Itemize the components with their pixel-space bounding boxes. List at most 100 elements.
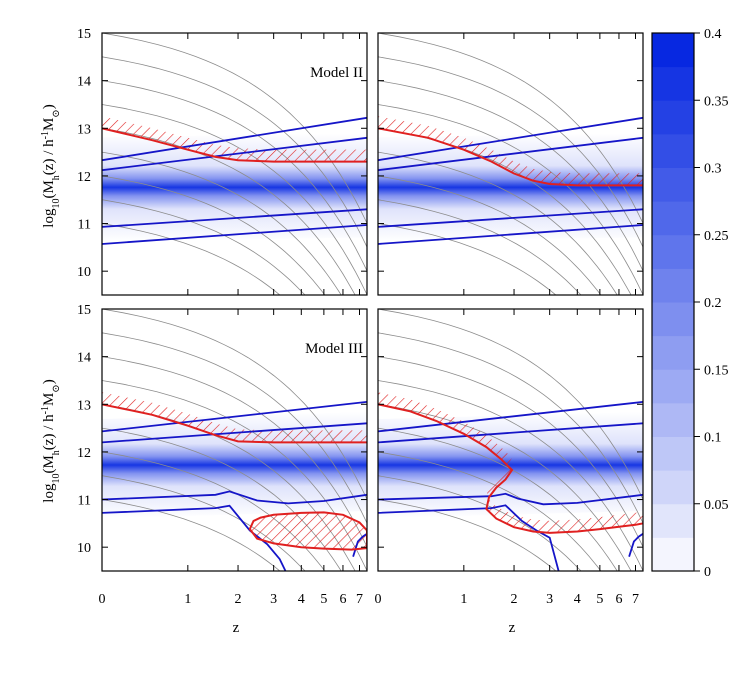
excluded-region-hatch bbox=[378, 116, 643, 186]
colorbar-level bbox=[652, 302, 694, 337]
colorbar-tick-label: 0.05 bbox=[704, 498, 729, 513]
model-curve bbox=[102, 401, 367, 433]
growth-track bbox=[378, 356, 643, 548]
colorbar-level bbox=[652, 100, 694, 135]
x-tick-label: 4 bbox=[298, 592, 305, 607]
panel-frame bbox=[377, 308, 644, 572]
colorbar-tick-label: 0 bbox=[704, 565, 711, 580]
x-tick-label: 0 bbox=[375, 592, 382, 607]
panel-model-label: Model III bbox=[305, 341, 363, 357]
constraint-curve bbox=[378, 403, 643, 534]
constraint-island bbox=[248, 511, 367, 551]
y-tick-label: 10 bbox=[77, 265, 91, 280]
panel-plot-area bbox=[102, 33, 367, 295]
growth-track bbox=[102, 151, 342, 295]
panel-plot-area bbox=[102, 309, 367, 571]
colorbar-level bbox=[652, 234, 694, 269]
colorbar-level bbox=[652, 436, 694, 471]
panel-frame bbox=[377, 32, 644, 296]
x-tick-label: 5 bbox=[320, 592, 327, 607]
model-curve bbox=[102, 208, 367, 228]
colorbar-level bbox=[652, 268, 694, 303]
colorbar-level bbox=[652, 66, 694, 101]
y-tick-label: 14 bbox=[77, 75, 91, 90]
growth-track bbox=[378, 427, 618, 571]
x-axis-title-right: z bbox=[509, 620, 516, 636]
colorbar-tick-label: 0.4 bbox=[704, 27, 722, 42]
panel-model-label: Model II bbox=[310, 65, 363, 81]
y-tick-label: 12 bbox=[77, 170, 91, 185]
model-curve bbox=[378, 136, 643, 172]
panel-plot-area bbox=[378, 33, 643, 295]
model-curve bbox=[102, 490, 367, 505]
colorbar-tick-label: 0.15 bbox=[704, 363, 729, 378]
panel-frame bbox=[101, 308, 368, 572]
model-curve bbox=[102, 116, 367, 162]
growth-track bbox=[102, 199, 306, 295]
growth-track bbox=[378, 499, 557, 571]
model-curve bbox=[378, 504, 560, 571]
colorbar-level bbox=[652, 537, 694, 572]
colorbar-level bbox=[652, 201, 694, 236]
x-tick-label: 5 bbox=[596, 592, 603, 607]
growth-track bbox=[102, 309, 367, 500]
model-curve bbox=[102, 422, 367, 444]
growth-track bbox=[378, 475, 582, 571]
panel-top-right bbox=[377, 32, 644, 296]
model-curve bbox=[628, 533, 643, 557]
excluded-region-hatch bbox=[378, 392, 643, 533]
model-curve bbox=[102, 136, 367, 172]
panel-frame bbox=[101, 32, 368, 296]
y-tick-label: 13 bbox=[77, 398, 91, 413]
x-tick-label: 7 bbox=[356, 592, 363, 607]
y-tick-label: 14 bbox=[77, 351, 91, 366]
y-axis-title-bottom: log10(Mh(z) / h-1M⊙) bbox=[40, 379, 62, 502]
x-tick-label: 2 bbox=[511, 592, 518, 607]
excluded-island-hatch bbox=[249, 512, 367, 550]
x-tick-label: 7 bbox=[632, 592, 639, 607]
model-curve bbox=[378, 492, 643, 506]
colorbar-level bbox=[652, 335, 694, 370]
growth-track bbox=[378, 380, 643, 571]
growth-track bbox=[378, 199, 582, 295]
growth-track bbox=[378, 151, 618, 295]
colorbar-level bbox=[652, 402, 694, 437]
growth-track bbox=[102, 332, 367, 524]
model-curve bbox=[102, 224, 367, 245]
growth-track bbox=[102, 475, 306, 571]
panel-top-left: 10 11 12 13 14 15 Model II bbox=[77, 27, 368, 296]
colorbar-level bbox=[652, 503, 694, 538]
x-tick-label: 6 bbox=[339, 592, 346, 607]
y-tick-label: 15 bbox=[77, 27, 91, 42]
growth-track bbox=[378, 175, 602, 295]
y-axis-title: log10(Mh(z) / h-1M⊙) bbox=[40, 379, 62, 502]
growth-track bbox=[102, 499, 281, 571]
model-curve bbox=[378, 224, 643, 245]
x-tick-label: 3 bbox=[270, 592, 277, 607]
colorbar-tick-label: 0.1 bbox=[704, 431, 722, 446]
model-curve bbox=[378, 401, 643, 433]
colorbar-tick-label: 0.25 bbox=[704, 229, 729, 244]
colorbar-level bbox=[652, 470, 694, 505]
x-tick-label: 3 bbox=[546, 592, 553, 607]
colorbar-tick-label: 0.35 bbox=[704, 94, 729, 109]
x-tick-label: 1 bbox=[460, 592, 467, 607]
x-tick-label: 0 bbox=[99, 592, 106, 607]
growth-track bbox=[378, 309, 643, 500]
y-tick-label: 11 bbox=[78, 218, 91, 233]
y-tick-label: 10 bbox=[77, 541, 91, 556]
growth-track bbox=[378, 332, 643, 524]
growth-track bbox=[102, 223, 281, 295]
y-tick-label: 12 bbox=[77, 446, 91, 461]
growth-track bbox=[378, 451, 602, 571]
model-curve bbox=[378, 116, 643, 162]
growth-track bbox=[102, 80, 367, 272]
colorbar-level bbox=[652, 369, 694, 404]
x-tick-label: 1 bbox=[184, 592, 191, 607]
y-axis-title: log10(Mh(z) / h-1M⊙) bbox=[40, 104, 62, 227]
x-axis-title-left: z bbox=[233, 620, 240, 636]
growth-track bbox=[378, 80, 643, 272]
